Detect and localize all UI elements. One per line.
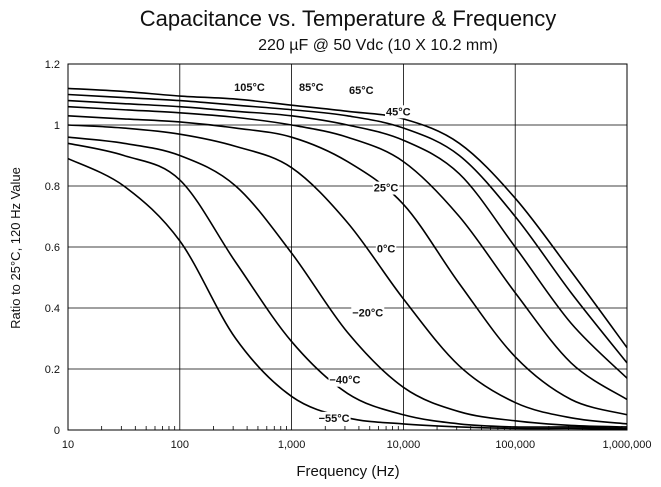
x-tick-label: 1,000,000 — [603, 439, 652, 451]
series-label-1: 85°C — [299, 82, 324, 94]
series-label-bg — [372, 181, 400, 195]
series-label-5: 0°C — [377, 244, 396, 256]
x-tick-label: 10 — [62, 439, 74, 451]
y-tick-label: 0.2 — [45, 364, 60, 376]
series-label-4: 25°C — [374, 183, 399, 195]
series-label-bg — [375, 242, 397, 256]
series-label-bg — [384, 105, 412, 119]
series-line-0 — [67, 87, 628, 349]
y-tick-labels: 0 0.2 0.4 0.6 0.8 1 1.2 — [45, 59, 60, 437]
series-label-bg — [233, 80, 266, 94]
series-label-3: 45°C — [386, 106, 411, 118]
y-axis-label: Ratio to 25°C, 120 Hz Value — [8, 167, 23, 329]
chart-title: Capacitance vs. Temperature & Frequency — [140, 6, 557, 31]
series-label-6: −20°C — [352, 308, 383, 320]
series-label-8: −55°C — [319, 413, 350, 425]
series-label-7: −40°C — [329, 375, 360, 387]
x-tick-label: 100,000 — [495, 439, 535, 451]
x-axis-label: Frequency (Hz) — [296, 463, 399, 480]
y-tick-label: 1 — [54, 120, 60, 132]
y-tick-label: 1.2 — [45, 59, 60, 71]
series-label-0: 105°C — [234, 82, 265, 94]
series-line-8 — [67, 157, 628, 430]
series-labels: 105°C 85°C 65°C 45°C 25°C 0°C −20°C −40°C −55°C — [233, 80, 412, 425]
curves — [67, 87, 628, 430]
series-label-bg — [347, 83, 375, 97]
plot-frame — [67, 63, 628, 431]
x-tick-label: 1,000 — [278, 439, 306, 451]
series-line-4 — [67, 115, 628, 416]
series-label-bg — [351, 306, 385, 320]
series-label-2: 65°C — [349, 85, 374, 97]
y-tick-label: 0 — [54, 425, 60, 437]
series-label-bg — [328, 373, 362, 387]
x-tick-label: 100 — [171, 439, 189, 451]
x-tick-labels: 10 100 1,000 10,000 100,000 1,000,000 — [62, 439, 652, 451]
series-label-bg — [317, 411, 351, 425]
series-line-5 — [67, 124, 628, 425]
series-line-2 — [67, 99, 628, 379]
chart-subtitle: 220 µF @ 50 Vdc (10 X 10.2 mm) — [258, 37, 498, 54]
y-tick-label: 0.4 — [45, 303, 60, 315]
x-tick-label: 10,000 — [387, 439, 421, 451]
y-tick-label: 0.8 — [45, 181, 60, 193]
series-label-bg — [297, 80, 325, 94]
y-tick-label: 0.6 — [45, 242, 60, 254]
series-line-1 — [67, 93, 628, 364]
series-line-6 — [67, 136, 628, 428]
series-line-3 — [67, 105, 628, 401]
